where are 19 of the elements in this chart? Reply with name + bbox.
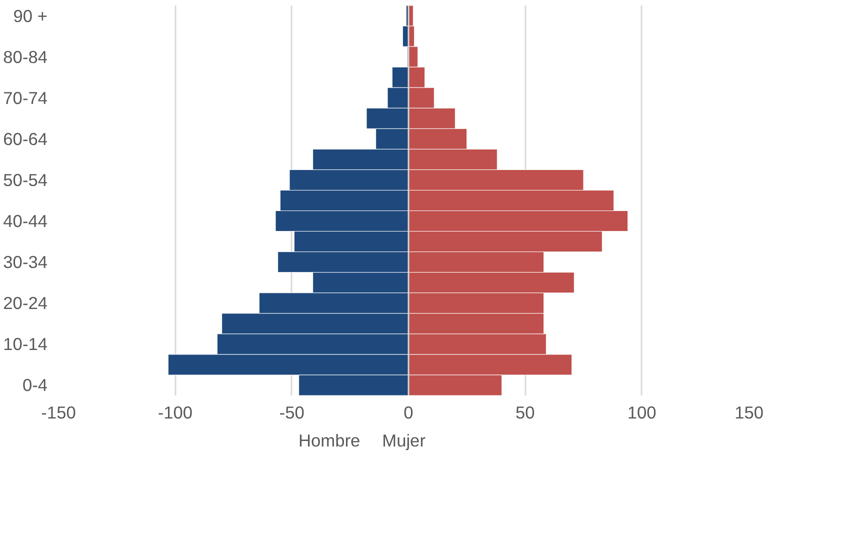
x-tick-label: -50 [279, 402, 304, 422]
x-tick-label: -150 [41, 402, 76, 422]
x-tick-label: 50 [516, 402, 535, 422]
y-tick-label: 0-4 [22, 375, 48, 396]
y-tick-label: 10-14 [3, 334, 48, 354]
y-tick-label: 20-24 [3, 293, 48, 314]
x-tick-label: 150 [734, 402, 764, 422]
y-tick-label: 80-84 [3, 46, 48, 67]
y-tick-label: 30-34 [3, 252, 48, 272]
y-tick-label: 70-74 [3, 88, 48, 108]
y-tick-label: 50-54 [3, 170, 48, 190]
x-tick-label: 100 [627, 402, 656, 422]
text: Hombre [298, 430, 360, 452]
text: Mujer [382, 430, 426, 452]
x-tick-label: 0 [404, 402, 414, 422]
y-tick-label: 90 + [13, 6, 48, 26]
y-tick-label: 40-44 [3, 211, 48, 232]
y-tick-label: 60-64 [3, 128, 48, 149]
x-tick-label: -100 [158, 402, 193, 422]
